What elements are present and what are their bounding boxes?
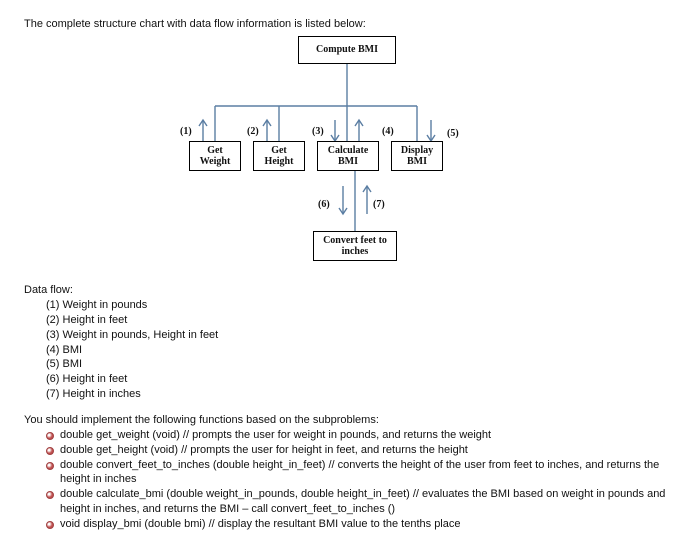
- box-get-height: Get Height: [253, 141, 305, 171]
- flow-label-3: (3): [312, 126, 324, 137]
- list-item: (6) Height in feet: [46, 372, 676, 387]
- flow-label-7: (7): [373, 199, 385, 210]
- list-item: (7) Height in inches: [46, 387, 676, 402]
- functions-title: You should implement the following funct…: [24, 414, 676, 426]
- list-item: (4) BMI: [46, 343, 676, 358]
- functions-list: double get_weight (void) // prompts the …: [46, 428, 676, 532]
- list-item: (3) Weight in pounds, Height in feet: [46, 328, 676, 343]
- dataflow-list: (1) Weight in pounds (2) Height in feet …: [46, 298, 676, 402]
- list-item: double calculate_bmi (double weight_in_p…: [46, 487, 676, 517]
- list-item: double get_weight (void) // prompts the …: [46, 428, 676, 443]
- list-item: (5) BMI: [46, 357, 676, 372]
- box-compute-bmi: Compute BMI: [298, 36, 396, 64]
- flow-label-6: (6): [318, 199, 330, 210]
- flow-label-2: (2): [247, 126, 259, 137]
- dataflow-title: Data flow:: [24, 284, 676, 296]
- box-get-weight: Get Weight: [189, 141, 241, 171]
- box-calculate-bmi: Calculate BMI: [317, 141, 379, 171]
- structure-chart: Compute BMI Get Weight Get Height Calcul…: [145, 36, 555, 266]
- flow-label-4: (4): [382, 126, 394, 137]
- flow-label-1: (1): [180, 126, 192, 137]
- list-item: (2) Height in feet: [46, 313, 676, 328]
- flow-label-5: (5): [447, 128, 459, 139]
- box-display-bmi: Display BMI: [391, 141, 443, 171]
- list-item: double convert_feet_to_inches (double he…: [46, 458, 676, 488]
- intro-text: The complete structure chart with data f…: [24, 18, 676, 30]
- list-item: (1) Weight in pounds: [46, 298, 676, 313]
- box-convert-feet: Convert feet to inches: [313, 231, 397, 261]
- list-item: double get_height (void) // prompts the …: [46, 443, 676, 458]
- list-item: void display_bmi (double bmi) // display…: [46, 517, 676, 532]
